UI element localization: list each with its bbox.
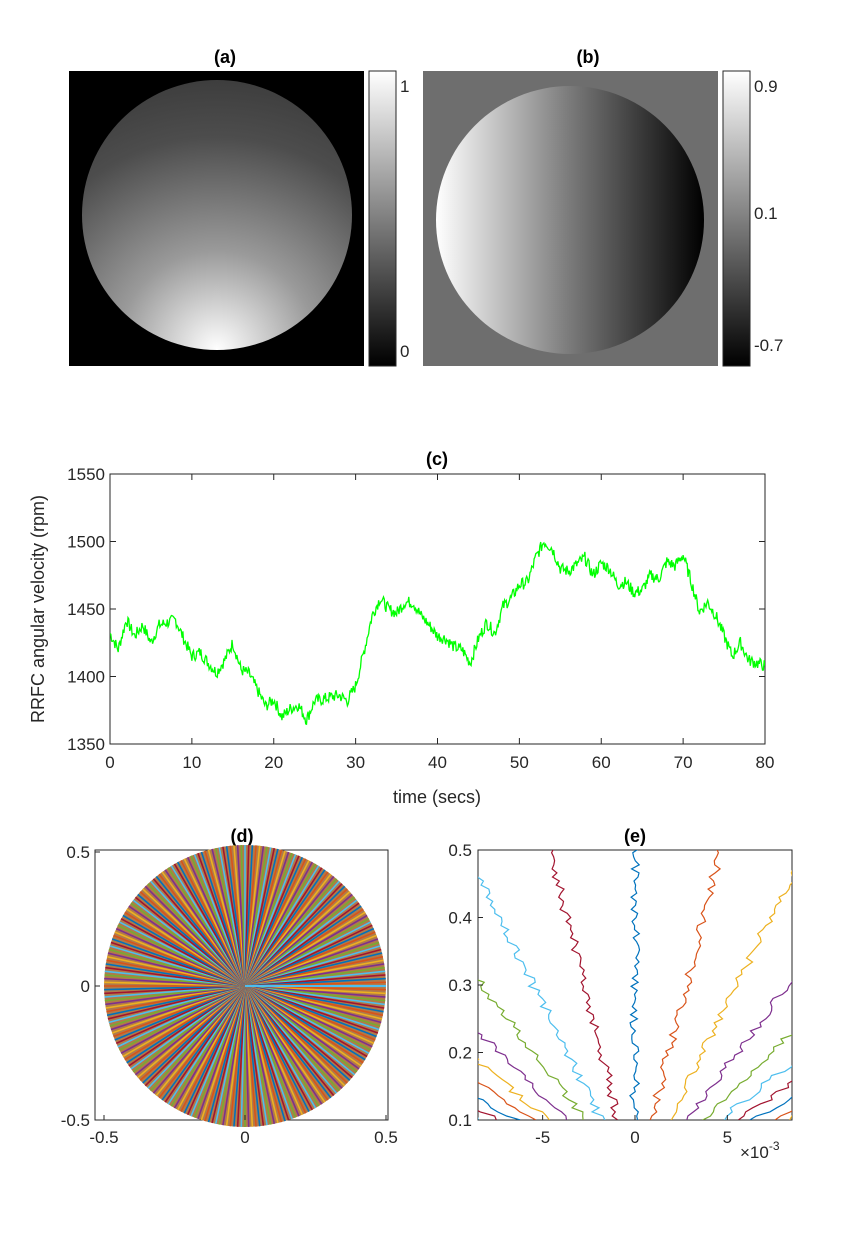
panel-e-trajectories [478, 845, 845, 1120]
panel-d-ytick-label: 0.5 [66, 843, 90, 862]
panel-c-xtick-label: 40 [428, 753, 447, 772]
panel-e-x-multiplier-base: ×10 [740, 1143, 769, 1162]
panel-e-x-multiplier: ×10-3 [740, 1139, 780, 1162]
panel-c-ytick-label: 1500 [67, 533, 105, 552]
panel-e-xtick-label: -5 [535, 1128, 550, 1147]
panel-b-disc [436, 86, 704, 354]
panel-e-ytick-label: 0.4 [448, 909, 472, 928]
panel-e-ytick-label: 0.1 [448, 1111, 472, 1130]
panel-c-title: (c) [426, 449, 448, 469]
panel-e-trajectory [550, 850, 619, 1120]
panel-b-colorbar-tick-bottom: -0.7 [754, 336, 783, 355]
panel-a-disc [82, 80, 352, 350]
panel-e-trajectory [649, 850, 722, 1120]
panel-c: (c) 0 10 20 30 40 50 60 70 80 1550 1500 1450 1400 135… [28, 449, 774, 807]
panel-e-xtick-label: 0 [630, 1128, 639, 1147]
panel-c-ytick-label: 1450 [67, 600, 105, 619]
panel-e-trajectory [809, 845, 845, 1120]
panel-c-xtick-label: 80 [756, 753, 775, 772]
panel-e-xtick-label: 5 [723, 1128, 732, 1147]
panel-e-title: (e) [624, 826, 646, 846]
panel-a-colorbar [368, 70, 397, 367]
panel-e-ytick-label: 0.5 [448, 841, 472, 860]
panel-a: (a) 1 0 [69, 47, 409, 367]
panel-e-ytick-label: 0.2 [448, 1044, 472, 1063]
panel-e-trajectory [478, 1058, 550, 1120]
panel-c-ytick-label: 1550 [67, 465, 105, 484]
panel-e-ytick-label: 0.3 [448, 976, 472, 995]
panel-c-xtick-label: 60 [592, 753, 611, 772]
panel-e: (e) -5 0 5 0.5 0.4 0.3 0.2 0.1 ×10-3 [448, 826, 845, 1162]
panel-c-ytick-label: 1400 [67, 668, 105, 687]
panel-e-trajectory [838, 845, 845, 1120]
panel-d-trajectories [104, 845, 386, 1127]
panel-c-xtick-label: 20 [264, 753, 283, 772]
panel-d-xtick-label: 0 [240, 1128, 249, 1147]
panel-e-trajectory [686, 980, 792, 1120]
panel-e-trajectory [789, 1115, 792, 1120]
panel-c-xtick-label: 50 [510, 753, 529, 772]
panel-c-ytick-label: 1350 [67, 735, 105, 754]
panel-c-axes [109, 473, 766, 745]
panel-d-ytick-label: 0 [81, 977, 90, 996]
panel-b-colorbar-tick-middle: 0.1 [754, 204, 778, 223]
panel-d-ytick-label: -0.5 [61, 1111, 90, 1130]
panel-d-ticks: -0.5 0 0.5 0.5 0 -0.5 [61, 843, 398, 1147]
panel-e-trajectory [670, 869, 792, 1120]
panel-b-colorbar-tick-top: 0.9 [754, 77, 778, 96]
panel-c-xtick-label: 70 [674, 753, 693, 772]
panel-a-colorbar-tick-top: 1 [400, 77, 409, 96]
panel-d: (d) -0.5 0 0.5 0.5 0 -0.5 [61, 826, 398, 1147]
panel-b-title: (b) [577, 47, 600, 67]
panel-e-trajectory [478, 973, 584, 1120]
panel-c-ticks: 0 10 20 30 40 50 60 70 80 1550 1500 1450 1400 1350 [67, 465, 774, 772]
panel-e-trajectory [702, 1034, 792, 1120]
panel-e-trajectory [820, 845, 845, 1120]
panel-b-colorbar [722, 70, 751, 367]
panel-e-trajectory [724, 1065, 792, 1120]
panel-c-xtick-label: 0 [105, 753, 114, 772]
panel-e-trajectory [478, 876, 606, 1120]
panel-a-title: (a) [214, 47, 236, 67]
panel-e-x-multiplier-exp: -3 [769, 1139, 780, 1153]
panel-c-series-line [110, 541, 765, 726]
panel-c-ylabel: RRFC angular velocity (rpm) [28, 495, 48, 723]
panel-c-xlabel: time (secs) [393, 787, 481, 807]
panel-d-xtick-label: 0.5 [374, 1128, 398, 1147]
panel-c-xtick-label: 30 [346, 753, 365, 772]
panel-b: (b) 0.9 0.1 -0.7 [423, 47, 783, 367]
panel-d-xtick-label: -0.5 [89, 1128, 118, 1147]
panel-a-colorbar-tick-bottom: 0 [400, 342, 409, 361]
panel-e-trajectory [629, 850, 641, 1120]
panel-e-ticks: -5 0 5 0.5 0.4 0.3 0.2 0.1 [448, 841, 732, 1147]
panel-e-trajectory [478, 1032, 568, 1120]
panel-d-title: (d) [231, 826, 254, 846]
panel-c-xtick-label: 10 [182, 753, 201, 772]
